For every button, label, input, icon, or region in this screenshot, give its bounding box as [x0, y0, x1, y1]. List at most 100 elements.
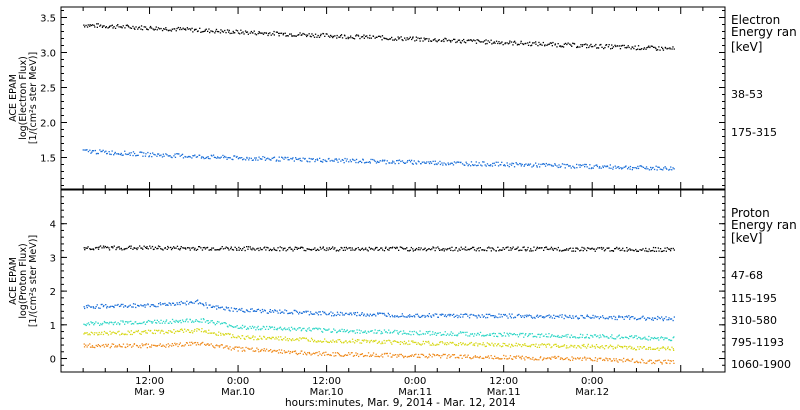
- data-point: [437, 39, 439, 42]
- data-point: [449, 333, 451, 335]
- data-point: [104, 245, 106, 248]
- data-point: [473, 314, 475, 316]
- data-point: [287, 312, 289, 315]
- data-point: [330, 247, 333, 250]
- data-point: [661, 250, 664, 252]
- data-point: [234, 155, 236, 157]
- data-point: [341, 312, 343, 314]
- data-point: [325, 329, 327, 331]
- data-point: [499, 42, 501, 45]
- data-point: [201, 31, 203, 33]
- data-point: [151, 245, 154, 248]
- data-point: [165, 331, 167, 333]
- data-point: [582, 357, 584, 359]
- data-point: [186, 342, 188, 344]
- data-point: [463, 41, 466, 43]
- data-point: [200, 31, 202, 33]
- data-point: [90, 306, 92, 308]
- data-point: [366, 341, 368, 343]
- data-point: [597, 335, 599, 337]
- data-point: [591, 335, 593, 337]
- data-point: [621, 316, 624, 319]
- data-point: [318, 327, 320, 329]
- data-point: [552, 165, 554, 167]
- data-point: [455, 334, 457, 336]
- data-point: [361, 161, 363, 164]
- data-point: [577, 46, 579, 48]
- data-point: [508, 166, 510, 168]
- data-point: [624, 360, 627, 362]
- data-point: [485, 313, 488, 315]
- data-point: [97, 248, 100, 250]
- data-point: [461, 163, 464, 165]
- data-point: [600, 43, 602, 46]
- data-point: [186, 318, 188, 320]
- x-tick-day-label: Mar.11: [398, 387, 432, 398]
- data-point: [387, 312, 389, 314]
- data-point: [295, 310, 298, 312]
- data-point: [619, 48, 622, 50]
- data-point: [170, 30, 173, 32]
- data-point: [599, 166, 601, 168]
- data-point: [198, 246, 201, 248]
- data-point: [512, 44, 514, 46]
- data-point: [100, 323, 102, 325]
- data-point: [669, 47, 671, 49]
- data-point: [320, 160, 322, 162]
- data-point: [417, 37, 419, 39]
- data-point: [452, 342, 454, 344]
- data-point: [616, 336, 618, 338]
- data-point: [524, 249, 526, 251]
- data-point: [119, 26, 122, 28]
- data-point: [519, 334, 521, 336]
- data-point: [374, 355, 376, 358]
- data-point: [411, 315, 414, 318]
- data-point: [653, 348, 655, 350]
- data-point: [497, 343, 500, 345]
- data-point: [495, 161, 497, 163]
- data-point: [147, 151, 149, 154]
- data-point: [140, 28, 142, 30]
- data-point: [102, 322, 104, 325]
- data-point: [245, 159, 247, 161]
- data-point: [83, 306, 85, 308]
- data-point: [108, 249, 111, 251]
- data-point: [456, 41, 458, 43]
- data-point: [415, 331, 417, 333]
- data-point: [415, 341, 417, 344]
- data-point: [102, 305, 105, 308]
- data-point: [375, 353, 377, 355]
- data-point: [523, 336, 525, 338]
- data-point: [445, 164, 447, 166]
- data-point: [396, 330, 398, 332]
- data-point: [288, 338, 291, 340]
- data-point: [284, 336, 286, 338]
- data-point: [607, 359, 609, 362]
- data-point: [391, 36, 393, 39]
- data-point: [371, 314, 374, 316]
- data-point: [130, 330, 132, 332]
- data-point: [481, 335, 483, 337]
- data-point: [114, 332, 116, 334]
- data-point: [506, 345, 508, 347]
- data-point: [267, 247, 269, 249]
- data-point: [508, 249, 510, 251]
- data-point: [352, 37, 354, 39]
- data-point: [508, 357, 511, 359]
- data-point: [338, 158, 340, 160]
- data-point: [656, 318, 658, 321]
- data-point: [262, 310, 264, 313]
- data-point: [616, 166, 619, 168]
- data-point: [470, 247, 473, 250]
- data-point: [439, 249, 441, 251]
- data-point: [218, 249, 221, 251]
- data-point: [566, 345, 568, 347]
- x-tick-time-label: 0:00: [581, 376, 603, 387]
- data-point: [428, 313, 430, 315]
- data-point: [342, 249, 344, 251]
- data-point: [493, 332, 495, 334]
- data-point: [627, 168, 629, 170]
- data-point: [476, 317, 478, 319]
- data-point: [659, 248, 662, 250]
- data-point: [647, 46, 649, 48]
